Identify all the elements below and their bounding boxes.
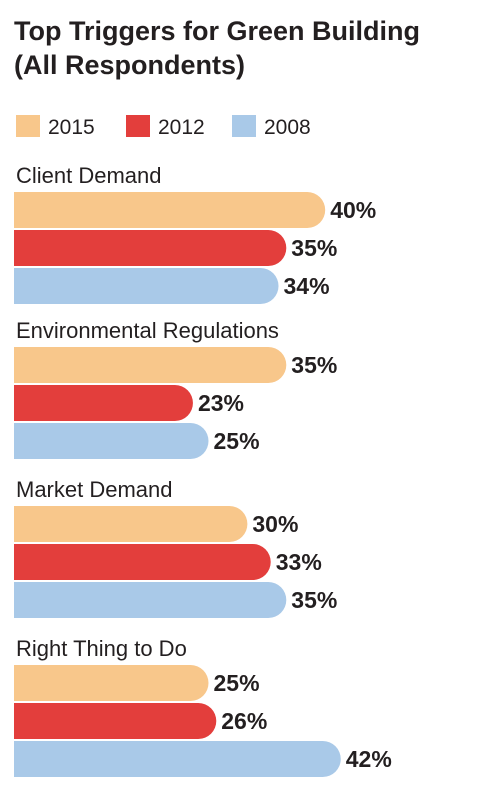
chart-title-line-1: Top Triggers for Green Building xyxy=(14,16,420,46)
value-label-environmental-regulations-2008: 25% xyxy=(214,428,260,454)
value-label-environmental-regulations-2015: 35% xyxy=(291,352,337,378)
bar-environmental-regulations-2012 xyxy=(14,385,193,421)
category-group-market-demand: Market Demand 30% 33% 35% xyxy=(14,477,337,618)
legend-swatch-2015 xyxy=(16,115,40,137)
value-label-market-demand-2008: 35% xyxy=(291,587,337,613)
value-label-right-thing-to-do-2015: 25% xyxy=(214,670,260,696)
bar-right-thing-to-do-2012 xyxy=(14,703,217,739)
category-label-market-demand: Market Demand xyxy=(16,477,173,502)
value-label-market-demand-2012: 33% xyxy=(276,549,322,575)
legend-label-2015: 2015 xyxy=(48,116,95,139)
bar-market-demand-2015 xyxy=(14,506,248,542)
bar-environmental-regulations-2015 xyxy=(14,347,287,383)
value-label-right-thing-to-do-2012: 26% xyxy=(221,708,267,734)
value-label-client-demand-2015: 40% xyxy=(330,197,376,223)
value-label-client-demand-2008: 34% xyxy=(284,273,330,299)
legend-label-2012: 2012 xyxy=(158,116,205,139)
category-group-environmental-regulations: Environmental Regulations 35% 23% 25% xyxy=(14,318,337,459)
bar-client-demand-2008 xyxy=(14,268,279,304)
legend: 2015 2012 2008 xyxy=(16,115,311,139)
bar-right-thing-to-do-2008 xyxy=(14,741,341,777)
legend-label-2008: 2008 xyxy=(264,116,311,139)
bar-market-demand-2008 xyxy=(14,582,287,618)
bar-client-demand-2012 xyxy=(14,230,287,266)
bar-environmental-regulations-2008 xyxy=(14,423,209,459)
legend-swatch-2012 xyxy=(126,115,150,137)
bar-market-demand-2012 xyxy=(14,544,271,580)
value-label-environmental-regulations-2012: 23% xyxy=(198,390,244,416)
category-group-client-demand: Client Demand 40% 35% 34% xyxy=(14,163,376,304)
value-label-client-demand-2012: 35% xyxy=(291,235,337,261)
category-group-right-thing-to-do: Right Thing to Do 25% 26% 42% xyxy=(14,636,392,777)
category-label-environmental-regulations: Environmental Regulations xyxy=(16,318,279,343)
bar-right-thing-to-do-2015 xyxy=(14,665,209,701)
chart-title: Top Triggers for Green Building (All Resp… xyxy=(14,16,420,80)
category-label-client-demand: Client Demand xyxy=(16,163,162,188)
bar-client-demand-2015 xyxy=(14,192,326,228)
category-label-right-thing-to-do: Right Thing to Do xyxy=(16,636,187,661)
value-label-market-demand-2015: 30% xyxy=(252,511,298,537)
value-label-right-thing-to-do-2008: 42% xyxy=(346,746,392,772)
legend-swatch-2008 xyxy=(232,115,256,137)
chart-title-line-2: (All Respondents) xyxy=(14,50,245,80)
